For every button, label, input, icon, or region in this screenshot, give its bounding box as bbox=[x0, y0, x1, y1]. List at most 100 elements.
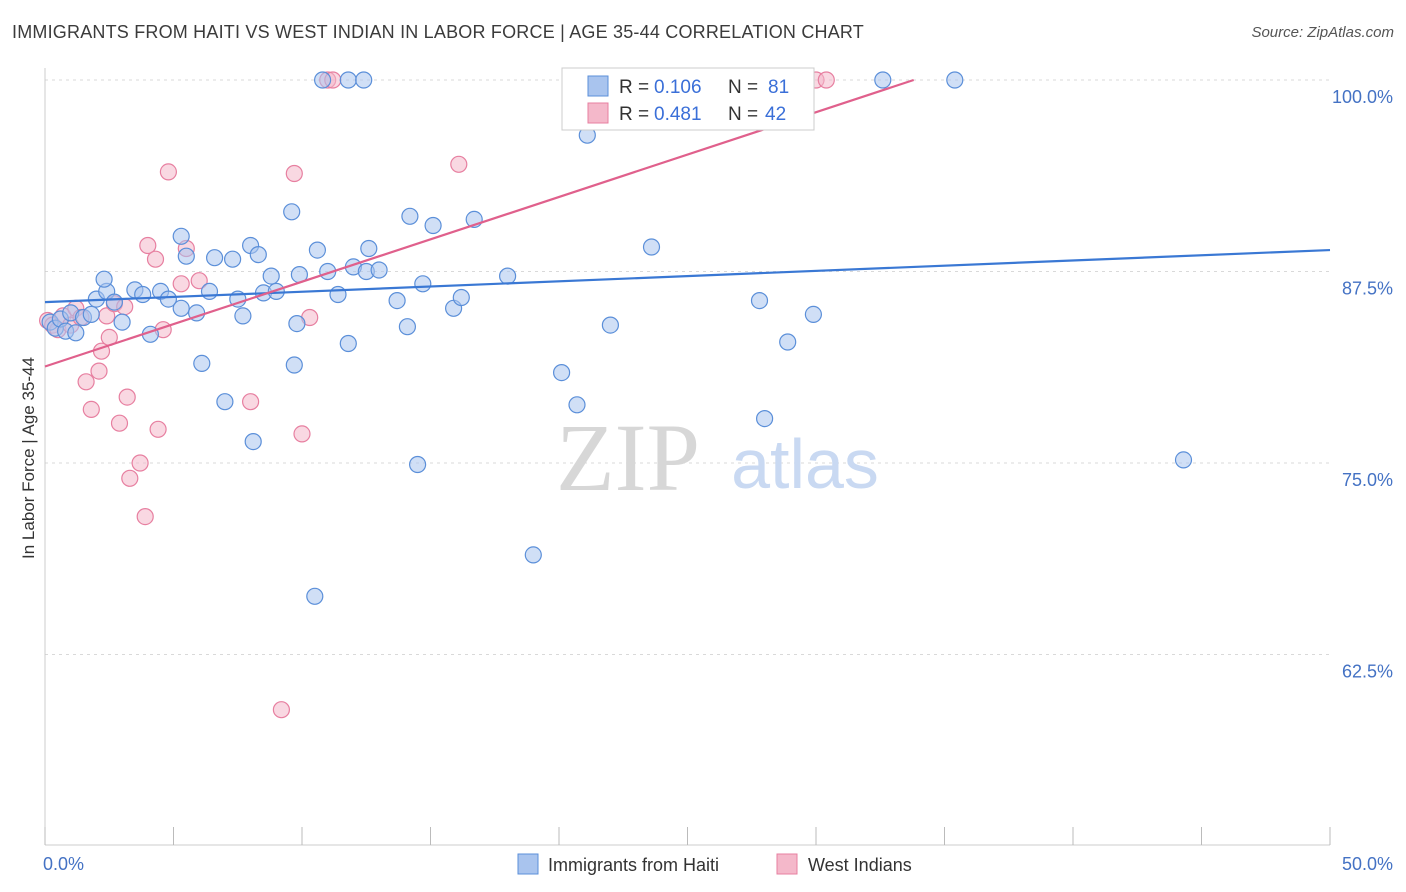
haiti-point bbox=[329, 285, 347, 304]
watermark-atlas: atlas bbox=[731, 425, 879, 503]
west-indian-point bbox=[293, 425, 311, 443]
haiti-point bbox=[95, 270, 113, 288]
haiti-point bbox=[172, 227, 190, 245]
west-indian-point bbox=[159, 163, 177, 181]
legend-n-value-1: 81 bbox=[768, 77, 789, 98]
haiti-point bbox=[113, 313, 131, 331]
west-indian-point bbox=[172, 275, 190, 293]
west-indian-point bbox=[121, 469, 139, 487]
west-indian-point bbox=[131, 454, 149, 472]
haiti-point bbox=[452, 288, 470, 307]
west-indian-point bbox=[77, 373, 95, 391]
haiti-point bbox=[499, 267, 517, 285]
west-indian-point bbox=[118, 388, 136, 406]
bottom-legend-west-indians: West Indians bbox=[808, 855, 912, 875]
haiti-point bbox=[360, 239, 378, 258]
haiti-point bbox=[874, 71, 892, 89]
y-tick-label: 87.5% bbox=[1342, 279, 1393, 299]
haiti-point bbox=[224, 250, 242, 268]
west-indian-point bbox=[450, 155, 468, 173]
x-tick-label: 0.0% bbox=[43, 854, 84, 874]
haiti-point bbox=[159, 290, 177, 308]
haiti-point bbox=[308, 241, 326, 259]
haiti-point bbox=[306, 587, 324, 605]
legend-swatch-blue bbox=[587, 75, 609, 97]
haiti-points bbox=[41, 71, 1193, 605]
haiti-point bbox=[370, 261, 388, 279]
axis-layer: 62.5% 75.0% 87.5% 100.0% 0.0% 50.0% bbox=[43, 68, 1393, 874]
haiti-point bbox=[642, 238, 661, 256]
haiti-trend-line bbox=[44, 248, 1331, 304]
series-legend: Immigrants from Haiti West Indians bbox=[517, 853, 912, 875]
haiti-point bbox=[339, 71, 357, 89]
west-indian-point bbox=[817, 71, 835, 89]
west-indian-point bbox=[136, 507, 154, 526]
haiti-point bbox=[262, 267, 280, 285]
haiti-point bbox=[200, 282, 219, 300]
haiti-point bbox=[249, 246, 267, 264]
bottom-legend-swatch-west-indians bbox=[776, 853, 798, 875]
haiti-point bbox=[206, 249, 224, 267]
west-indian-point bbox=[146, 250, 165, 268]
west-indian-point bbox=[190, 272, 208, 290]
grid-layer bbox=[45, 79, 1330, 655]
haiti-point bbox=[193, 354, 211, 372]
legend-r-value-1: 0.106 bbox=[654, 77, 702, 98]
haiti-point bbox=[409, 455, 427, 474]
haiti-point bbox=[234, 307, 252, 325]
chart-title: IMMIGRANTS FROM HAITI VS WEST INDIAN IN … bbox=[12, 22, 864, 42]
west-indian-point bbox=[285, 164, 303, 183]
haiti-point bbox=[804, 305, 823, 323]
west-indians-points bbox=[38, 71, 835, 719]
haiti-point bbox=[755, 410, 774, 428]
haiti-point bbox=[601, 316, 620, 334]
west-indian-point bbox=[139, 236, 157, 255]
west-indian-point bbox=[149, 420, 167, 438]
haiti-point bbox=[134, 285, 152, 304]
haiti-point bbox=[414, 275, 432, 293]
y-tick-label: 75.0% bbox=[1342, 470, 1393, 490]
watermark: ZIP atlas bbox=[556, 404, 879, 511]
y-tick-label: 100.0% bbox=[1332, 87, 1393, 107]
legend-n-value-2: 42 bbox=[765, 104, 786, 125]
haiti-point bbox=[524, 546, 542, 564]
legend-n-label-1: N = bbox=[728, 77, 758, 98]
haiti-point bbox=[424, 216, 442, 235]
haiti-point bbox=[216, 393, 234, 411]
x-tick-label: 50.0% bbox=[1342, 854, 1393, 874]
west-indian-point bbox=[82, 400, 100, 418]
legend-r-label-2: R = bbox=[619, 104, 649, 125]
haiti-point bbox=[552, 364, 571, 382]
haiti-point bbox=[779, 333, 797, 351]
west-indian-point bbox=[90, 362, 108, 380]
west-indian-point bbox=[242, 393, 260, 411]
haiti-point bbox=[946, 71, 964, 89]
haiti-point bbox=[244, 433, 262, 451]
correlation-legend: R = 0.106 N = 81 R = 0.481 N = 42 bbox=[561, 67, 815, 131]
haiti-point bbox=[67, 324, 85, 342]
west-indian-point bbox=[272, 701, 290, 719]
haiti-point bbox=[355, 71, 373, 89]
y-tick-label: 62.5% bbox=[1342, 662, 1393, 682]
bottom-legend-haiti: Immigrants from Haiti bbox=[548, 855, 719, 875]
haiti-point bbox=[401, 207, 419, 225]
legend-r-label-1: R = bbox=[619, 77, 649, 98]
haiti-point bbox=[1174, 451, 1193, 469]
haiti-point bbox=[177, 247, 195, 265]
haiti-point bbox=[105, 293, 124, 311]
chart-source: Source: ZipAtlas.com bbox=[1251, 24, 1394, 41]
haiti-point bbox=[288, 315, 306, 333]
haiti-point bbox=[339, 334, 357, 353]
haiti-point bbox=[172, 299, 190, 317]
y-axis-label: In Labor Force | Age 35-44 bbox=[19, 357, 38, 559]
bottom-legend-swatch-haiti bbox=[517, 853, 539, 875]
haiti-point bbox=[82, 305, 100, 323]
legend-n-label-2: N = bbox=[728, 104, 758, 125]
haiti-point bbox=[750, 292, 769, 310]
watermark-zip: ZIP bbox=[556, 404, 700, 511]
haiti-point bbox=[314, 71, 332, 89]
legend-swatch-pink bbox=[587, 102, 609, 124]
west-indian-point bbox=[110, 414, 129, 432]
haiti-point bbox=[398, 318, 416, 336]
